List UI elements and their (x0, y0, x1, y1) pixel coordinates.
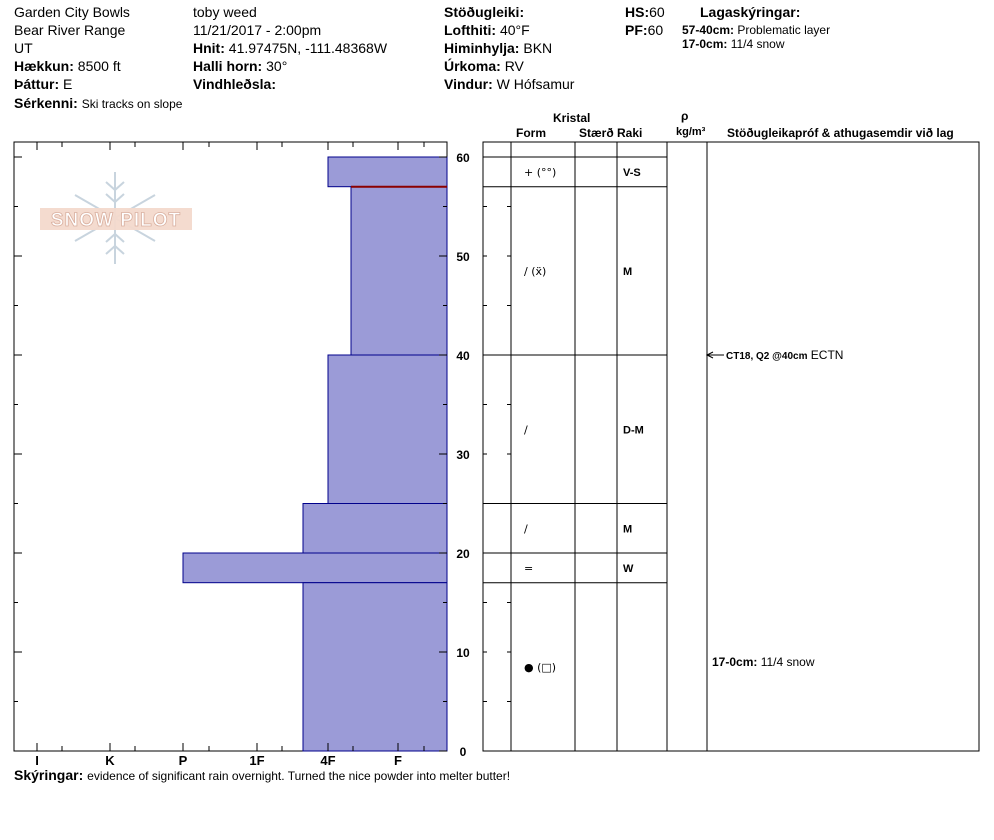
hs-label: HS: (625, 4, 650, 20)
depth-tick-label: 50 (456, 250, 470, 264)
layer-table-frame (482, 141, 980, 752)
depth-tick-label: 20 (456, 547, 470, 561)
airtemp: Lofthiti: 40°F (444, 22, 530, 38)
hardness-tick-label: 4F (320, 753, 335, 768)
features-value: Ski tracks on slope (81, 97, 183, 111)
slope: Halli horn: 30° (193, 58, 287, 74)
precip: Úrkoma: RV (444, 58, 524, 74)
depth-tick-label: 0 (460, 745, 467, 759)
layer-note-2: 17-0cm: 11/4 snow (682, 37, 785, 51)
layer-note-1-text: Problematic layer (737, 23, 831, 37)
airtemp-value: 40°F (499, 22, 530, 38)
hardness-bar (302, 503, 448, 554)
stability-test: CT18, Q2 @40cm ECTN (726, 348, 843, 362)
moisture-value: D-M (623, 424, 644, 436)
hardness-tick-label: 1F (249, 753, 264, 768)
grain-form: + (°°) (524, 166, 556, 179)
footer: Skýringar: evidence of significant rain … (14, 767, 510, 784)
footer-text: evidence of significant rain overnight. … (87, 769, 511, 783)
moisture-value: M (623, 523, 632, 535)
sky-value: BKN (523, 40, 553, 56)
hardness-bar (327, 156, 448, 188)
wind-loading-label: Vindhleðsla: (193, 76, 276, 92)
layer-note-1-range: 57-40cm: (682, 23, 735, 37)
pf-value: 60 (647, 22, 664, 38)
hardness-tick-label: K (105, 753, 115, 768)
test-arrowhead (705, 351, 714, 359)
aspect-label: Þáttur: (14, 76, 60, 92)
coords-label: Hnit: (193, 40, 225, 56)
pf: PF:60 (625, 22, 663, 38)
col-form: Form (516, 126, 546, 140)
layer-comment-text: 11/4 snow (757, 655, 814, 669)
grain-form: ● (□) (524, 661, 556, 674)
col-moisture: Raki (617, 126, 643, 140)
moisture-value: M (623, 266, 632, 278)
depth-tick-label: 30 (456, 448, 470, 462)
wind-label: Vindur: (444, 76, 493, 92)
hardness-bar (327, 354, 448, 504)
wind-value: W Hófsamur (496, 76, 575, 92)
layer-note-2-range: 17-0cm: (682, 37, 728, 51)
slope-value: 30° (266, 58, 288, 74)
aspect-value: E (63, 76, 73, 92)
wind: Vindur: W Hófsamur (444, 76, 574, 92)
moisture-value: V-S (623, 167, 641, 179)
features: Sérkenni: Ski tracks on slope (14, 95, 182, 112)
features-label: Sérkenni: (14, 95, 78, 111)
hs-value: 60 (649, 4, 665, 20)
grain-form: = (524, 562, 533, 575)
hs: HS:60 (625, 4, 665, 20)
elevation-label: Hækkun: (14, 58, 74, 74)
precip-value: RV (504, 58, 524, 74)
grain-form: ∕ (524, 423, 528, 436)
col-tests: Stöðugleikapróf & athugasemdir við lag (727, 126, 954, 140)
range: Bear River Range (14, 22, 126, 38)
layer-notes-title: Lagaskýringar: (700, 4, 801, 20)
sky-label: Himinhylja: (444, 40, 520, 56)
col-crystal: Kristal (553, 111, 591, 125)
precip-label: Úrkoma: (444, 58, 501, 74)
stability: Stöðugleiki: (444, 4, 524, 20)
state: UT (14, 40, 33, 56)
moisture-value: W (623, 563, 634, 575)
grain-form: ∕ (524, 522, 528, 535)
hardness-bar (350, 186, 448, 356)
hardness-bar (302, 582, 448, 752)
slope-label: Halli horn: (193, 58, 263, 74)
grain-form: ∕ (ẍ) (524, 265, 546, 278)
hardness-tick-label: I (35, 753, 39, 768)
hardness-tick-label: F (394, 753, 402, 768)
hardness-tick-label: P (179, 753, 188, 768)
stability-label: Stöðugleiki: (444, 4, 525, 20)
layer-comment-range: 17-0cm: (712, 655, 757, 669)
layer-comment: 17-0cm: 11/4 snow (712, 655, 815, 669)
elevation-value: 8500 ft (77, 58, 121, 74)
location: Garden City Bowls (14, 4, 130, 20)
airtemp-label: Lofthiti: (444, 22, 497, 38)
sky: Himinhylja: BKN (444, 40, 552, 56)
wind-loading: Vindhleðsla: (193, 76, 276, 92)
depth-tick-label: 10 (456, 646, 470, 660)
hardness-bar (182, 552, 448, 584)
test-code: CT18, Q2 @40cm (726, 351, 808, 362)
depth-tick-label: 60 (456, 151, 470, 165)
pf-label: PF: (625, 22, 648, 38)
col-density-unit: kg/m³ (676, 126, 706, 138)
aspect: Þáttur: E (14, 76, 72, 92)
depth-tick-label: 40 (456, 349, 470, 363)
footer-label: Skýringar: (14, 767, 84, 783)
coords: Hnit: 41.97475N, -111.48368W (193, 40, 387, 56)
test-result: ECTN (807, 348, 843, 362)
col-rho: ρ (681, 109, 689, 123)
coords-value: 41.97475N, -111.48368W (228, 40, 388, 56)
layer-note-1: 57-40cm: Problematic layer (682, 23, 830, 37)
col-size: Stærð (579, 126, 614, 140)
layer-note-2-text: 11/4 snow (730, 37, 785, 51)
elevation: Hækkun: 8500 ft (14, 58, 121, 74)
datetime: 11/21/2017 - 2:00pm (193, 22, 322, 38)
observer: toby weed (193, 4, 257, 20)
